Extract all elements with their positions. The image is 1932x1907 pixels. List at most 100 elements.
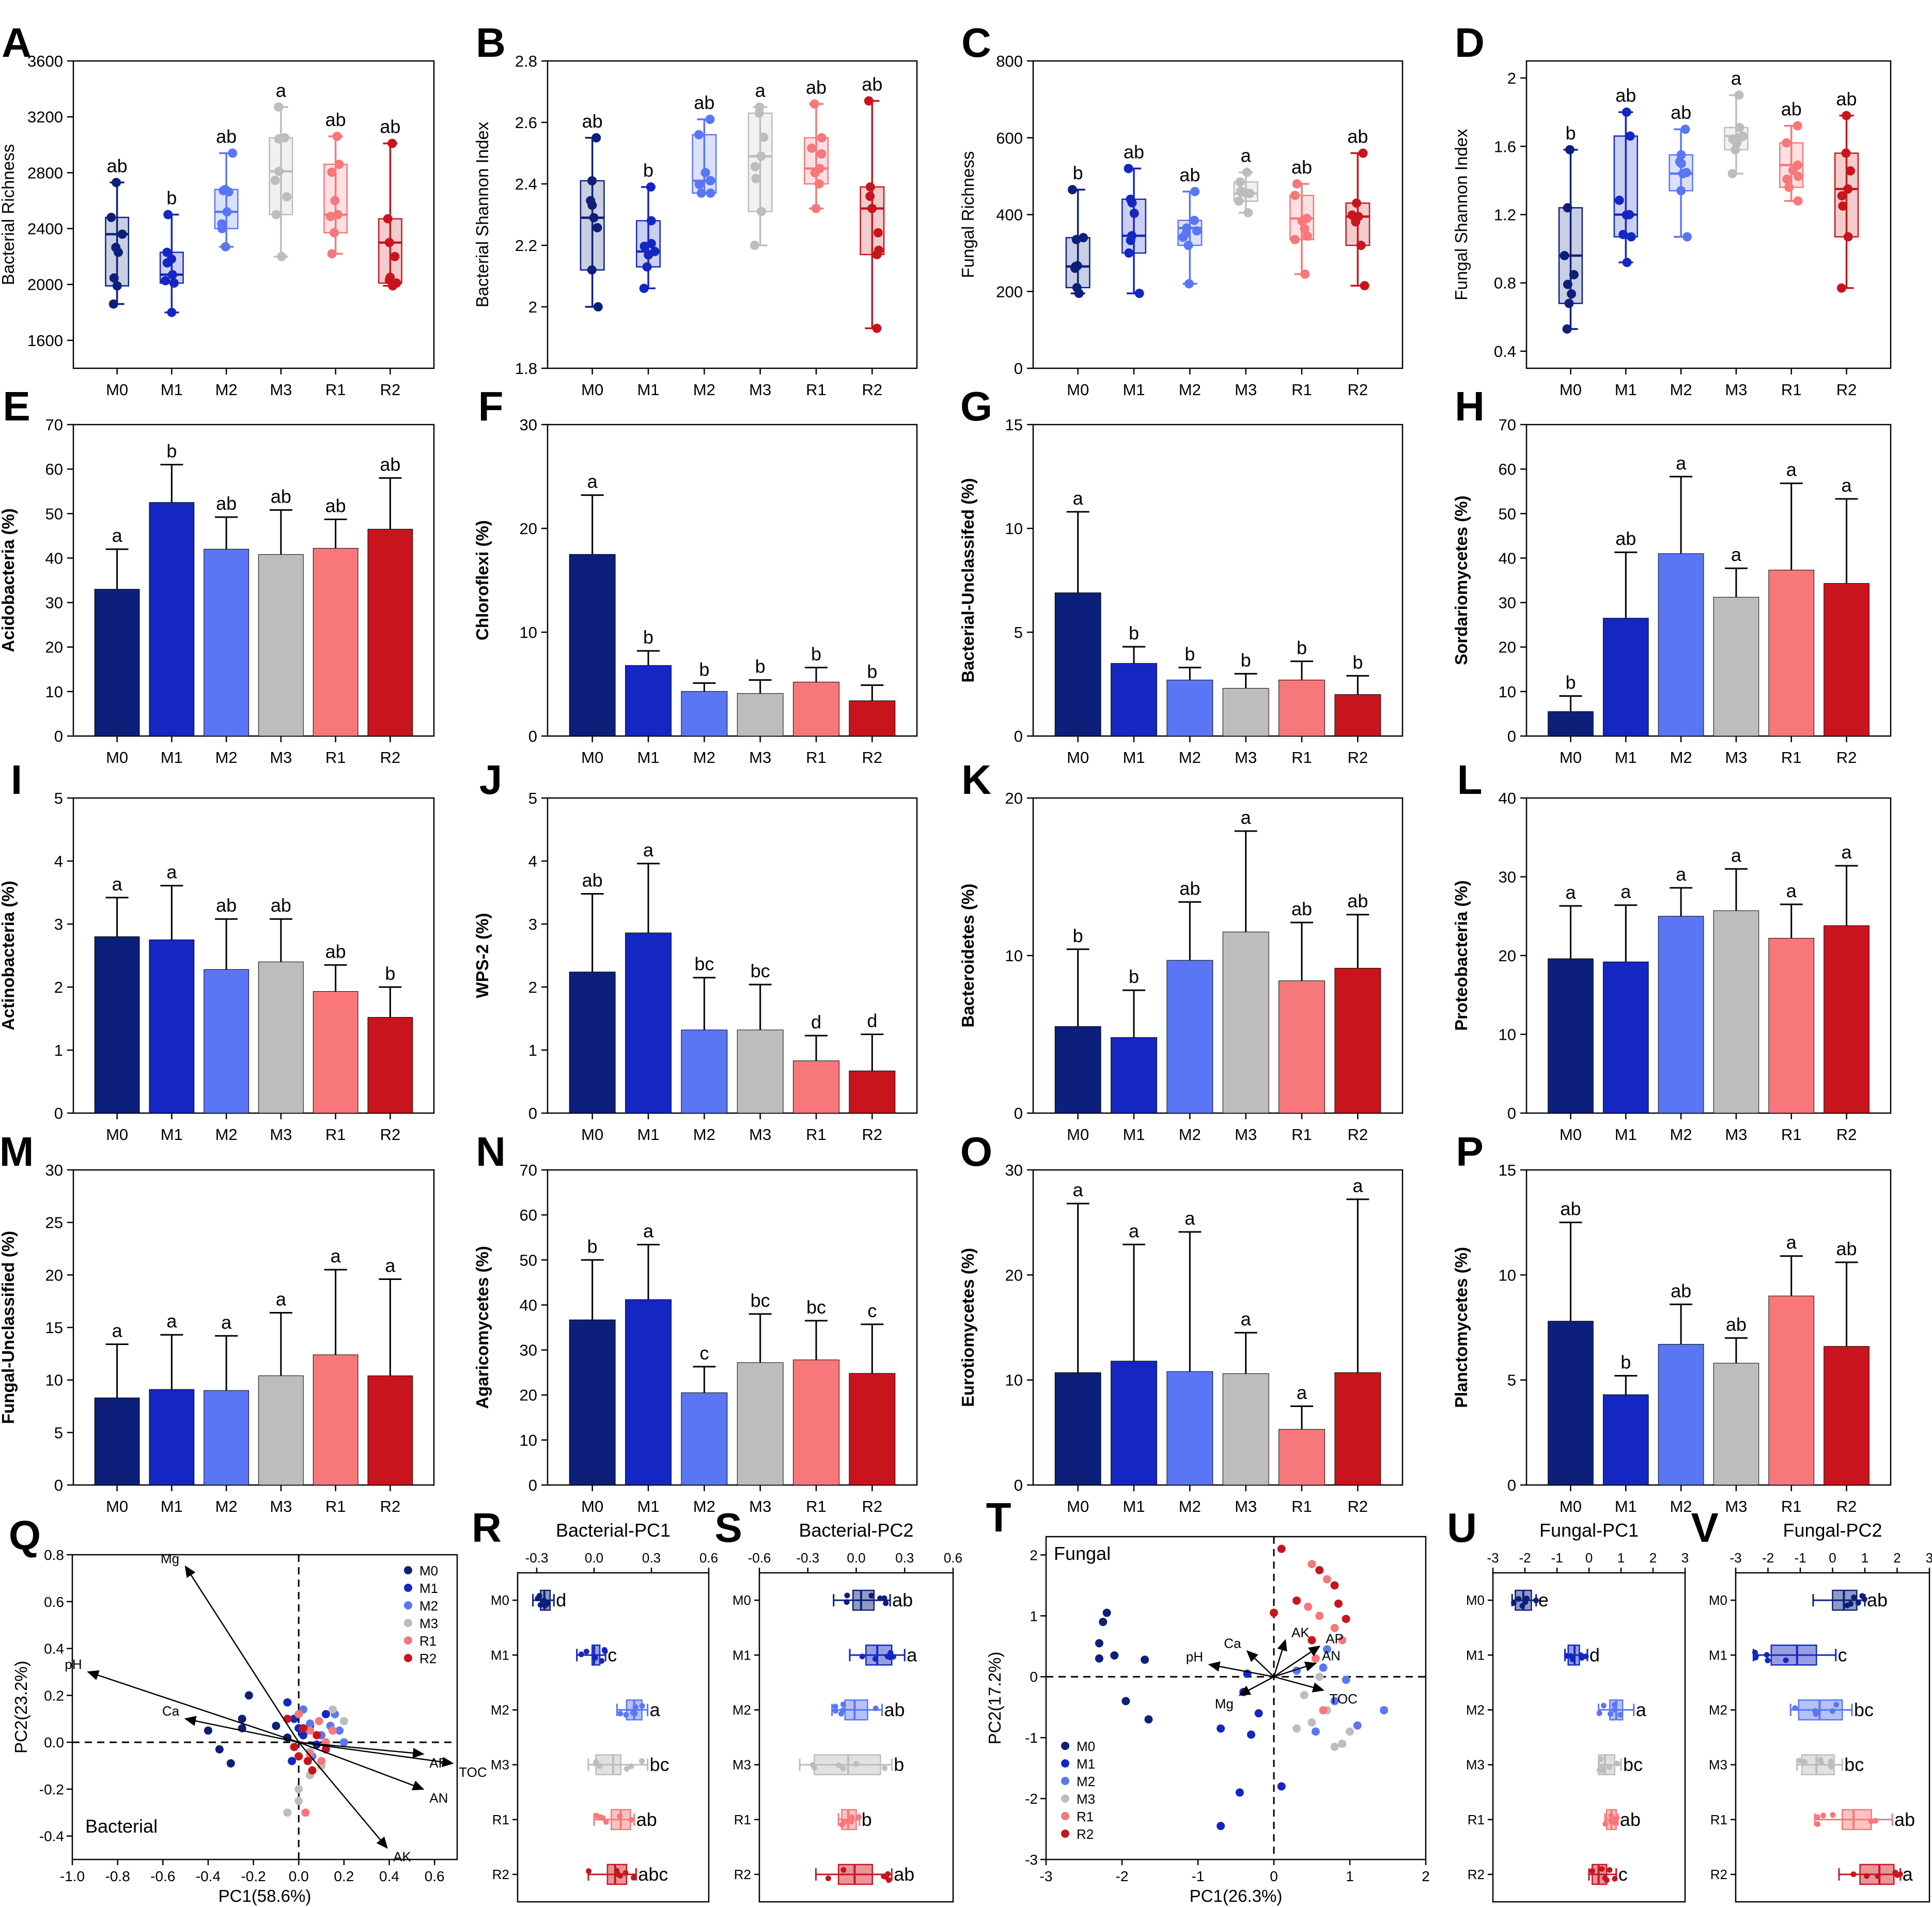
data-point	[591, 133, 601, 143]
legend-marker	[404, 1601, 412, 1609]
panel-N: 0 10 20 30 40 50 60 70 M0 M1 M2 M3 R1 R2 Agaricomycete…	[473, 1129, 918, 1515]
significance-letter: ab	[1836, 88, 1857, 110]
y-axis-label: Bacterial Richness	[0, 144, 18, 285]
x-tick-label: M0	[1560, 1126, 1582, 1144]
data-point	[1307, 1636, 1316, 1645]
data-point	[294, 1710, 303, 1718]
y-tick-label: M0	[1466, 1592, 1485, 1608]
loading-arrow	[299, 1741, 454, 1768]
data-point	[1841, 148, 1851, 158]
x-tick-label: R1	[806, 748, 827, 767]
significance-letter: a	[907, 1644, 917, 1665]
x-tick-label: M2	[693, 1126, 715, 1144]
x-tick-label: -0.8	[105, 1868, 130, 1884]
bar	[1658, 916, 1704, 1114]
data-point	[1682, 232, 1692, 242]
significance-letter: a	[1676, 452, 1687, 474]
y-tick-label: 0	[528, 1476, 537, 1494]
data-point	[1290, 191, 1300, 200]
y-tick-label: R2	[1710, 1867, 1727, 1882]
data-point	[586, 1868, 592, 1874]
x-tick-label: 1	[1861, 1550, 1868, 1566]
data-point	[1330, 1581, 1339, 1590]
x-tick-label: R1	[325, 748, 346, 767]
bar	[94, 1397, 140, 1486]
y-tick-label: 10	[1005, 947, 1023, 965]
bar	[737, 693, 784, 737]
y-tick-label: 1	[54, 1041, 63, 1059]
x-tick-label: -3	[1040, 1868, 1053, 1884]
bar	[849, 700, 896, 737]
data-point	[1569, 1656, 1576, 1663]
data-point	[600, 1815, 606, 1821]
significance-letter: b	[1352, 651, 1363, 673]
data-point	[807, 143, 817, 153]
data-point	[1612, 1820, 1618, 1826]
bar	[569, 554, 616, 737]
plot-frame	[72, 424, 435, 737]
data-point	[1567, 289, 1577, 299]
x-axis-label: PC1(58.6%)	[219, 1886, 311, 1905]
significance-letter: ab	[1671, 102, 1691, 123]
data-point	[864, 96, 874, 106]
data-point	[865, 192, 875, 201]
panel-title: Bacterial-PC1	[556, 1520, 671, 1541]
bar	[1548, 1321, 1594, 1486]
data-point	[630, 1874, 636, 1881]
significance-letter: ab	[271, 895, 291, 916]
data-point	[1124, 164, 1133, 174]
significance-letter: a	[1636, 1699, 1647, 1720]
data-point	[1797, 1758, 1803, 1764]
data-point	[1606, 1764, 1612, 1770]
y-axis-label: Actinobacteria (%)	[0, 881, 18, 1030]
data-point	[1189, 215, 1199, 225]
significance-letter: c	[699, 1342, 709, 1364]
y-tick-label: R2	[734, 1867, 751, 1882]
data-point	[1334, 1599, 1343, 1608]
y-tick-label: 0.0	[44, 1734, 64, 1750]
data-point	[1782, 174, 1792, 184]
data-point	[1319, 1706, 1328, 1715]
x-tick-label: M3	[1235, 381, 1257, 399]
bar	[1713, 910, 1759, 1114]
data-point	[334, 160, 344, 169]
y-tick-label: 30	[1499, 594, 1516, 612]
x-tick-label: R1	[1781, 748, 1802, 767]
data-point	[1851, 1594, 1857, 1600]
data-point	[1814, 1814, 1820, 1820]
data-point	[1793, 121, 1802, 131]
loading-arrow	[1273, 1645, 1321, 1678]
bar	[367, 1017, 413, 1114]
bar	[94, 589, 140, 737]
legend-marker	[1061, 1777, 1069, 1785]
bar	[625, 1299, 672, 1486]
x-tick-label: R2	[380, 381, 401, 399]
bar	[1824, 925, 1869, 1114]
significance-letter: b	[1185, 643, 1195, 664]
bar	[1548, 711, 1594, 737]
data-point	[883, 1600, 889, 1606]
y-tick-label: 0.4	[1494, 342, 1516, 361]
data-point	[593, 1812, 599, 1819]
bar	[1602, 618, 1649, 737]
legend-marker	[1061, 1830, 1069, 1838]
significance-letter: ab	[1179, 878, 1200, 899]
panel-letter: A	[2, 20, 32, 66]
bar	[367, 528, 413, 737]
legend-marker	[1061, 1742, 1069, 1750]
data-point	[1192, 226, 1202, 236]
data-point	[1519, 1603, 1525, 1609]
data-point	[1875, 1873, 1881, 1879]
y-tick-label: 1.8	[515, 359, 537, 378]
y-tick-label: 3	[54, 915, 63, 933]
data-point	[1235, 177, 1245, 187]
data-point	[1830, 1812, 1836, 1818]
data-point	[1330, 1623, 1339, 1632]
data-point	[1243, 208, 1253, 217]
x-tick-label: M2	[215, 748, 238, 767]
x-tick-label: R1	[1291, 1126, 1312, 1144]
data-point	[622, 1870, 629, 1876]
x-tick-label: 2	[1649, 1550, 1657, 1566]
x-tick-label: M1	[1123, 1497, 1145, 1515]
x-tick-label: R2	[862, 381, 883, 399]
